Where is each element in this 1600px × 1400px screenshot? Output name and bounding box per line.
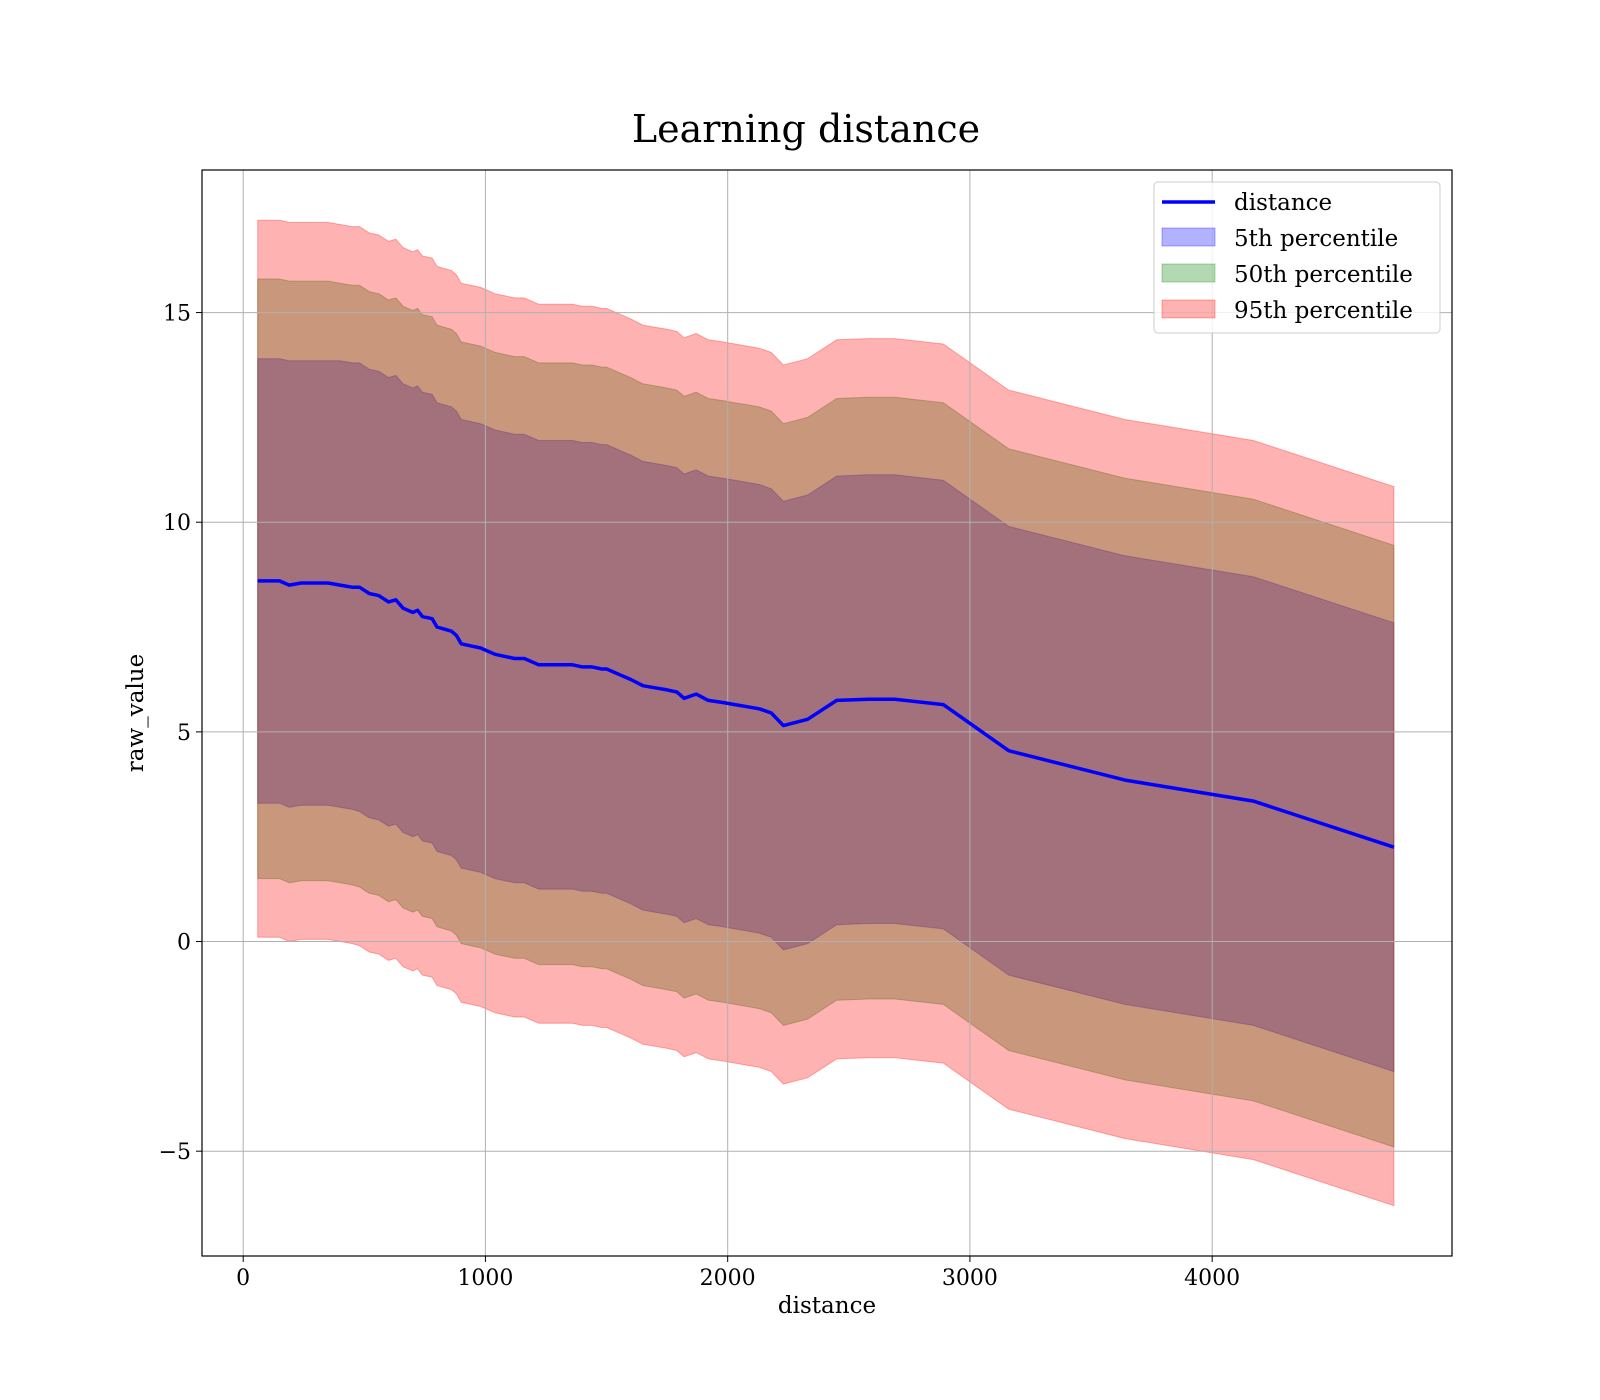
x-tick-label: 2000 <box>700 1266 756 1291</box>
x-axis-title: distance <box>778 1293 876 1319</box>
line-distance <box>257 579 1395 849</box>
y-axis-title: raw_value <box>123 654 149 772</box>
x-tick-label: 1000 <box>457 1266 513 1291</box>
line-layer <box>257 579 1395 849</box>
y-tick-label: 10 <box>163 511 191 536</box>
legend-frame <box>1153 181 1441 334</box>
y-tick-label: 0 <box>177 931 191 956</box>
bands-layer <box>257 219 1395 1207</box>
x-axis-ticks: 0 1000 2000 3000 4000 <box>236 1256 1240 1291</box>
y-tick-label: 5 <box>177 721 191 746</box>
x-tick-label: 3000 <box>942 1266 998 1291</box>
band-50th-percentile <box>257 278 1395 1148</box>
y-tick-label: 15 <box>163 302 191 327</box>
plot-frame <box>201 169 1453 1257</box>
x-tick-label: 0 <box>236 1266 250 1291</box>
x-tick-label: 4000 <box>1184 1266 1240 1291</box>
legend-swatch-5th-percentile <box>1161 227 1216 247</box>
y-tick-label: −5 <box>159 1140 191 1165</box>
band-5th-percentile <box>257 358 1395 1073</box>
legend-label-50th-percentile: 50th percentile <box>1234 262 1413 288</box>
legend-swatch-95th-percentile <box>1161 299 1216 319</box>
legend: distance 5th percentile 50th percentile … <box>1153 181 1441 334</box>
legend-swatch-50th-percentile <box>1161 263 1216 283</box>
legend-label-distance: distance <box>1234 190 1332 216</box>
legend-label-95th-percentile: 95th percentile <box>1234 298 1413 324</box>
chart-title: Learning distance <box>632 107 980 151</box>
y-axis-ticks: −5 0 5 10 15 <box>159 302 202 1165</box>
legend-label-5th-percentile: 5th percentile <box>1234 226 1398 252</box>
band-95th-percentile <box>257 219 1395 1207</box>
